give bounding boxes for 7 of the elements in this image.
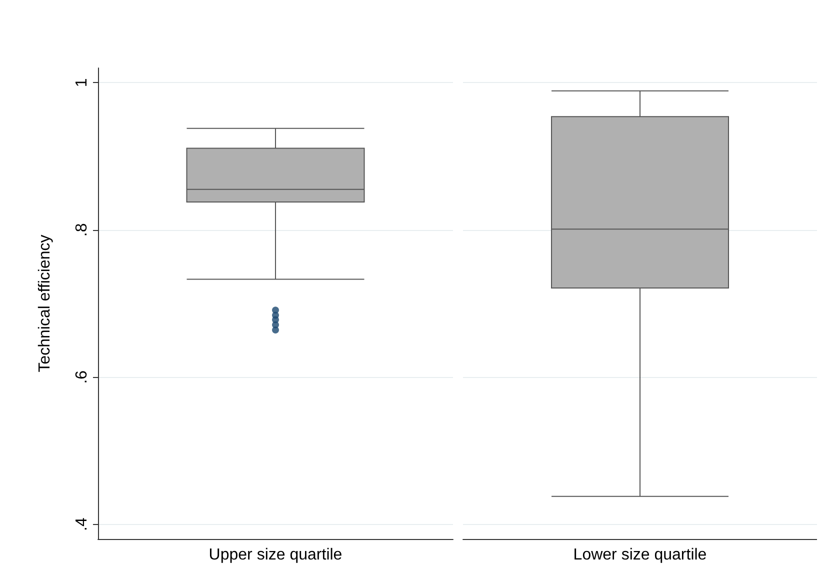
x-tick-label: Lower size quartile (573, 546, 707, 564)
y-tick-label: .6 (74, 370, 90, 384)
x-tick-label: Upper size quartile (208, 546, 342, 564)
y-tick-label: .8 (74, 223, 90, 237)
y-axis-title: Technical efficiency (36, 234, 54, 372)
y-tick-label: 1 (74, 78, 90, 88)
y-tick-label: .4 (74, 518, 90, 531)
